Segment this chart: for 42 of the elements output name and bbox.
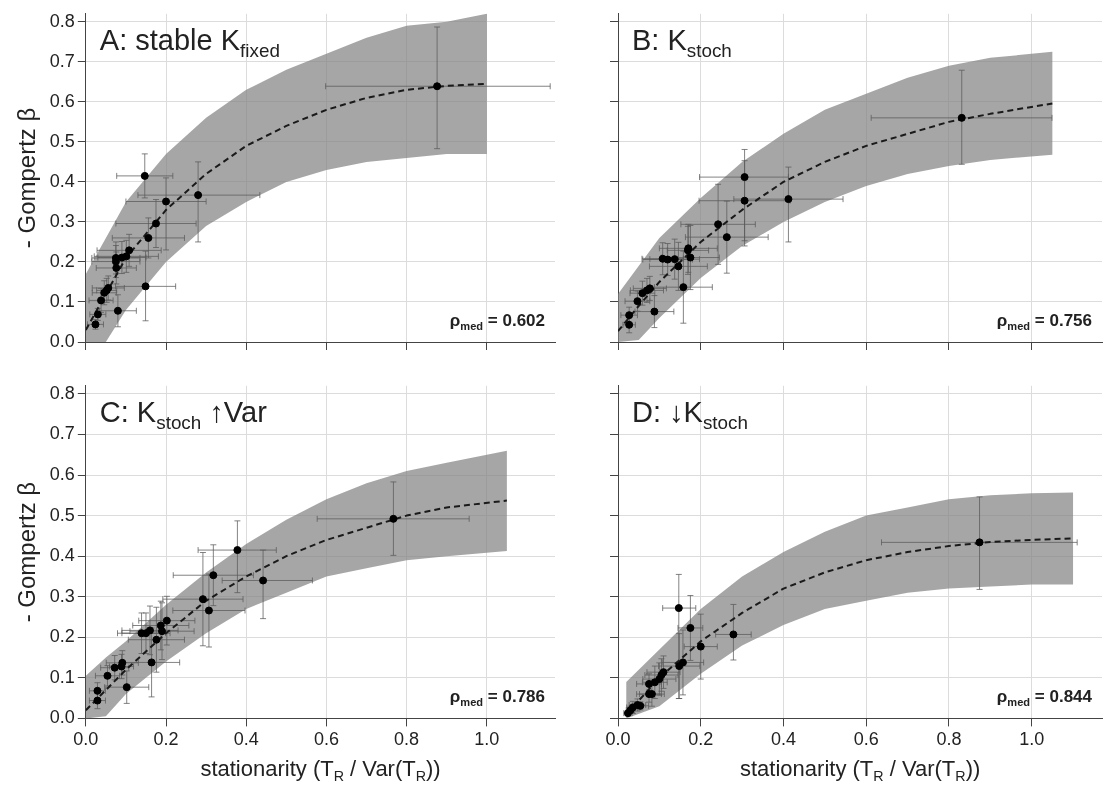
x-axis-title: stationarity (T$_{R}$ / Var(T$_{R}$)): [200, 756, 441, 785]
chart-title: D: ↓K$_{stoch}$: [632, 395, 748, 433]
y-tick-label: 0.0: [49, 330, 75, 351]
y-tick-label: 0.1: [49, 290, 75, 311]
x-tick-label: 0.0: [605, 729, 631, 750]
y-tick-label: 0.5: [49, 504, 75, 525]
x-tick-label: 0.4: [233, 729, 259, 750]
y-tick-label: 0.3: [49, 585, 75, 606]
x-tick-label: 0.8: [394, 729, 420, 750]
y-tick-label: 0.6: [49, 464, 75, 484]
y-tick-label: 0.8: [49, 10, 75, 31]
annotation: ρ$_{med}$ = 0.756: [996, 311, 1092, 333]
y-tick-label: 0.5: [49, 130, 75, 151]
x-tick-label: 1.0: [474, 729, 500, 750]
y-tick-label: 0.7: [49, 423, 75, 444]
chart-title: B: K$_{stoch}$: [632, 23, 732, 61]
chart-title: C: K$_{stoch}$ ↑Var: [99, 395, 267, 433]
y-tick-label: 0.8: [49, 382, 75, 403]
x-axis-title: stationarity (T$_{R}$ / Var(T$_{R}$)): [740, 756, 981, 785]
x-tick-label: 0.8: [936, 729, 962, 750]
x-tick-label: 0.0: [73, 729, 99, 750]
y-tick-label: 0.4: [49, 545, 75, 566]
annotation: ρ$_{med}$ = 0.602: [449, 311, 545, 333]
annotation: ρ$_{med}$ = 0.844: [996, 687, 1092, 709]
y-axis-title: - Gompertz β: [13, 481, 41, 623]
y-tick-label: 0.7: [49, 50, 75, 71]
x-tick-label: 0.2: [688, 729, 714, 750]
y-tick-label: 0.4: [49, 170, 75, 191]
y-tick-label: 0.6: [49, 90, 75, 111]
y-axis-title: - Gompertz β: [13, 107, 41, 249]
y-tick-label: 0.2: [49, 250, 75, 271]
chart-title: A: stable K$_{fixed}$: [99, 23, 280, 61]
x-tick-label: 0.6: [313, 729, 339, 750]
y-tick-label: 0.0: [49, 707, 75, 728]
y-tick-label: 0.2: [49, 626, 75, 647]
x-tick-label: 0.4: [770, 729, 796, 750]
y-tick-label: 0.1: [49, 666, 75, 687]
y-tick-label: 0.3: [49, 210, 75, 231]
x-tick-label: 0.6: [853, 729, 879, 750]
annotation: ρ$_{med}$ = 0.786: [449, 687, 545, 709]
x-tick-label: 0.2: [153, 729, 179, 750]
x-tick-label: 1.0: [1019, 729, 1045, 750]
